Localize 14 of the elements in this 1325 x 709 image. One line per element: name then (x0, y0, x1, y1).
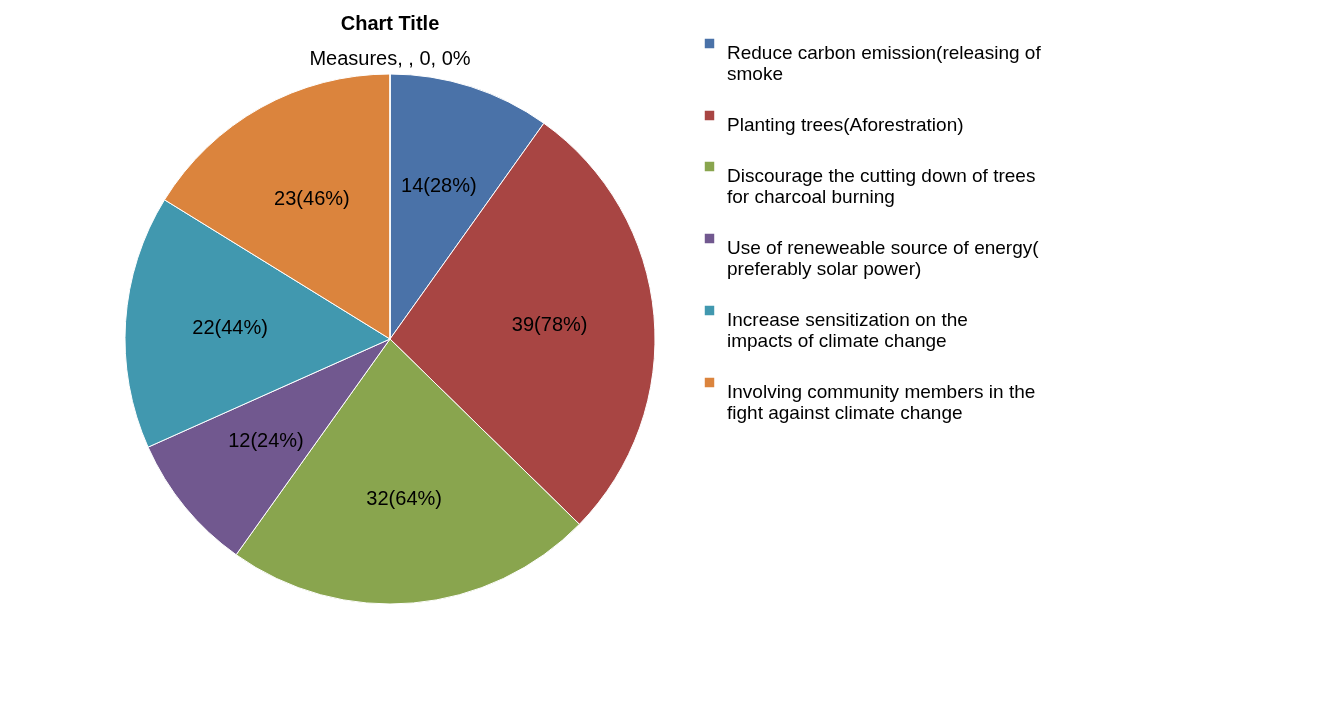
legend-label: Use of reneweable source of energy( preferably solar power) (727, 236, 1040, 279)
data-label: 22(44%) (192, 316, 268, 339)
legend-label: Reduce carbon emission(releasing of smoke (727, 41, 1042, 84)
data-label: 23(46%) (274, 187, 350, 210)
legend-label: Involving community members in the fight against climate change (727, 380, 1036, 423)
data-label: 14(28%) (401, 174, 477, 197)
data-label: 32(64%) (366, 486, 442, 509)
data-label: 12(24%) (228, 428, 304, 451)
legend-label: Planting trees(Aforestration) (727, 113, 964, 135)
legend-label: Increase sensitization on the impacts of climate change (727, 308, 968, 351)
data-label: 39(78%) (511, 312, 588, 335)
legend-label: Discourage the cutting down of trees for charcoal burning (727, 164, 1036, 207)
text: Measures, , 0, 0% (309, 47, 471, 69)
chart-title: Chart Title (340, 12, 440, 34)
